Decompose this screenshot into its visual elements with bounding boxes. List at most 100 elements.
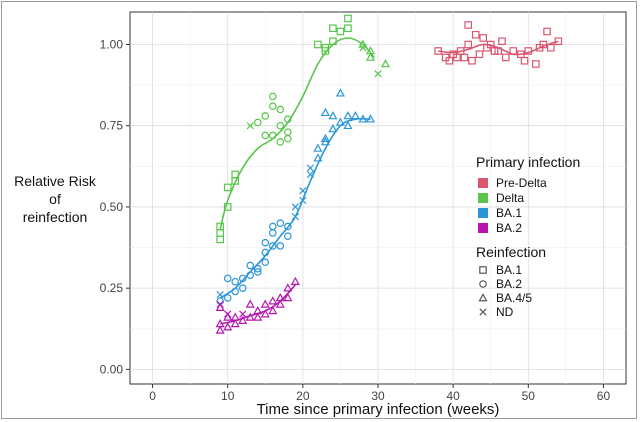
y-axis-title-line-3: reinfection xyxy=(22,209,88,225)
data-point-ba-2 xyxy=(224,310,232,318)
data-point-ba-2 xyxy=(283,283,293,292)
data-point-ba-2 xyxy=(260,299,270,308)
data-point-delta xyxy=(336,27,345,36)
trend-line-delta xyxy=(219,37,375,230)
data-point-ba-1 xyxy=(246,261,255,270)
data-point-pre-delta xyxy=(524,47,533,55)
data-point-ba-1 xyxy=(291,203,299,211)
data-point-ba-2 xyxy=(245,299,255,308)
data-point-ba-1 xyxy=(328,111,338,120)
legend-marker-ba-1 xyxy=(479,266,487,274)
data-point-ba-1 xyxy=(306,164,314,172)
data-point-delta xyxy=(284,134,292,143)
data-point-ba-2 xyxy=(275,292,285,302)
y-tick-label: 0.50 xyxy=(100,200,124,214)
data-point-delta xyxy=(358,39,368,48)
data-point-pre-delta xyxy=(460,53,469,62)
data-point-pre-delta xyxy=(520,56,529,65)
data-point-delta xyxy=(216,222,224,231)
legend-swatch-ba-2 xyxy=(478,223,488,233)
data-point-ba-2 xyxy=(245,312,255,321)
data-point-pre-delta xyxy=(509,47,518,55)
data-point-delta xyxy=(231,170,240,179)
data-point-delta xyxy=(223,183,232,192)
data-point-pre-delta xyxy=(475,50,484,59)
data-point-ba-2 xyxy=(216,300,224,309)
data-point-pre-delta xyxy=(494,47,503,55)
data-point-ba-2 xyxy=(239,310,247,318)
data-point-delta xyxy=(276,121,285,130)
data-point-ba-1 xyxy=(216,291,224,299)
x-tick-label: 60 xyxy=(597,389,611,403)
data-point-ba-1 xyxy=(320,133,330,143)
y-tick-label: 0.00 xyxy=(100,362,124,376)
data-point-delta xyxy=(329,37,337,46)
data-point-pre-delta xyxy=(498,37,506,46)
data-point-ba-1 xyxy=(276,219,285,227)
data-point-delta xyxy=(268,92,277,101)
y-axis-title-line-1: Relative Risk xyxy=(14,173,96,189)
data-point-pre-delta xyxy=(471,30,480,39)
data-point-ba-1 xyxy=(335,88,345,97)
y-axis-title-line-2: of xyxy=(49,191,61,207)
data-point-delta xyxy=(253,118,262,127)
data-point-ba-2 xyxy=(223,322,233,331)
data-point-delta xyxy=(276,105,285,114)
data-point-ba-1 xyxy=(299,196,307,205)
x-tick-label: 0 xyxy=(149,389,156,403)
data-point-delta xyxy=(246,122,254,130)
data-point-ba-2 xyxy=(290,276,300,285)
data-point-delta xyxy=(344,24,352,33)
data-point-pre-delta xyxy=(468,56,476,65)
axis-ticks: 0 10 20 30 40 50 60 0.00 0.25 0.50 0.75 1.00 xyxy=(100,37,611,403)
data-point-ba-1 xyxy=(231,287,240,296)
data-point-delta xyxy=(261,131,270,140)
data-point-delta xyxy=(268,102,277,111)
data-point-delta xyxy=(261,112,270,120)
x-tick-label: 40 xyxy=(446,389,460,403)
data-point-ba-2 xyxy=(230,318,240,328)
legend-label-ba-2: BA.2 xyxy=(496,221,522,235)
y-tick-label: 0.75 xyxy=(100,119,124,133)
data-point-ba-1 xyxy=(223,274,232,283)
data-point-ba-2 xyxy=(215,325,225,334)
data-point-delta xyxy=(276,138,285,146)
data-point-ba-2 xyxy=(253,312,263,321)
data-point-pre-delta xyxy=(532,60,540,68)
data-point-pre-delta xyxy=(543,27,551,36)
data-point-delta xyxy=(344,14,352,23)
data-point-ba-1 xyxy=(238,274,247,283)
legend-label-pre-delta: Pre-Delta xyxy=(496,176,547,190)
data-point-ba-1 xyxy=(306,170,314,179)
data-point-ba-1 xyxy=(328,124,338,133)
data-point-ba-1 xyxy=(291,213,299,221)
color-legend-title: Primary infection xyxy=(476,154,580,170)
x-tick-label: 20 xyxy=(296,389,310,403)
data-point-ba-1 xyxy=(261,258,270,266)
x-tick-label: 30 xyxy=(371,389,385,403)
data-point-ba-1 xyxy=(350,111,360,120)
data-point-pre-delta xyxy=(501,53,510,62)
data-point-ba-1 xyxy=(231,277,240,286)
data-point-ba-1 xyxy=(313,153,323,162)
data-point-delta xyxy=(284,115,292,124)
data-point-pre-delta xyxy=(464,21,472,29)
data-point-ba-1 xyxy=(284,222,292,231)
data-point-delta xyxy=(314,40,322,49)
data-point-ba-1 xyxy=(335,117,345,126)
data-point-delta xyxy=(268,131,277,140)
data-point-ba-1 xyxy=(268,242,277,250)
legend-swatch-delta xyxy=(478,193,488,203)
legend-label-delta: Delta xyxy=(496,191,524,205)
data-point-ba-1 xyxy=(299,187,307,195)
data-point-ba-1 xyxy=(358,114,368,123)
data-point-delta xyxy=(321,43,330,52)
data-point-ba-1 xyxy=(261,238,270,247)
data-point-ba-1 xyxy=(238,284,247,292)
data-point-ba-1 xyxy=(343,111,353,120)
data-point-ba-1 xyxy=(268,222,277,231)
legend-marker-ba-2 xyxy=(479,280,487,288)
